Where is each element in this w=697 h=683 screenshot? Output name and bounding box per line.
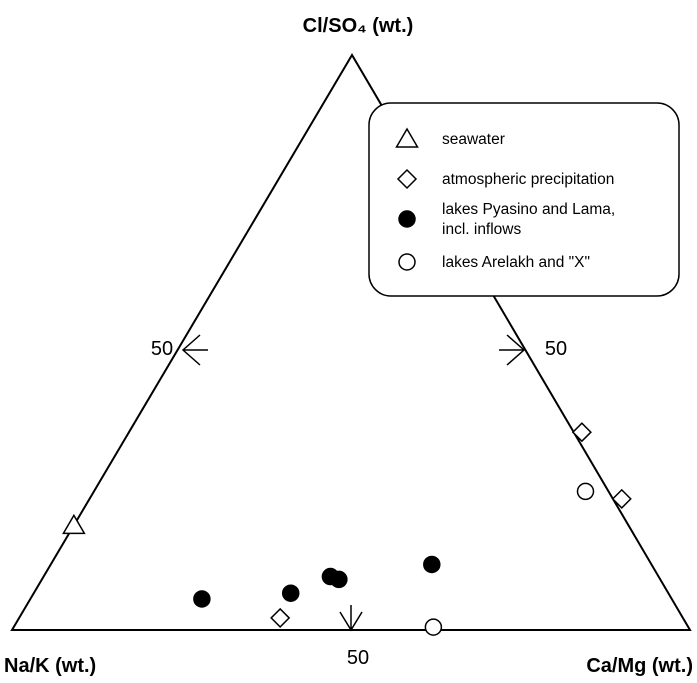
- legend-entry-3: lakes Arelakh and "X": [398, 253, 590, 271]
- legend-marker-circle-filled: [398, 210, 416, 228]
- legend-marker-diamond-open: [396, 168, 418, 190]
- legend-entries: seawater atmospheric precipitation lakes P…: [395, 127, 615, 271]
- data-point-circle-filled-3: [330, 570, 348, 589]
- tick-mark-right: [499, 334, 526, 366]
- data-point-circle-open-1: [424, 618, 443, 636]
- legend-label: lakes Pyasino and Lama,: [442, 201, 615, 218]
- tick-label-left: 50: [151, 338, 173, 360]
- data-point-circle-filled-1: [281, 584, 300, 602]
- data-point-diamond-open-1: [571, 422, 592, 443]
- data-point-circle-filled-0: [193, 590, 211, 608]
- tick-bottom: 50: [339, 605, 369, 669]
- data-point-circle-open-0: [576, 482, 595, 501]
- tick-mark-bottom: [339, 605, 363, 632]
- legend-label: seawater: [442, 131, 505, 148]
- vertex-label-bottom-left: Na/K (wt.): [4, 655, 96, 677]
- vertex-label-top-text: Cl/SO₄ (wt.): [303, 15, 414, 37]
- tick-label-bottom: 50: [347, 647, 369, 669]
- legend-entry-2: lakes Pyasino and Lama, incl. inflows: [398, 201, 615, 238]
- series-2: [193, 555, 441, 608]
- series-0: [62, 513, 86, 535]
- tick-left: 50: [151, 334, 208, 366]
- legend-entry-1: atmospheric precipitation: [396, 168, 614, 190]
- vertex-label-top: Cl/SO₄ (wt.): [303, 15, 414, 37]
- data-point-diamond-open-0: [270, 607, 291, 628]
- series-1: [270, 422, 632, 628]
- vertex-label-bottom-right: Ca/Mg (wt.): [586, 655, 693, 677]
- data-points: [62, 422, 632, 636]
- legend-label: lakes Arelakh and "X": [442, 254, 590, 271]
- data-point-triangle-open-0: [62, 513, 86, 535]
- legend-marker-triangle-open: [395, 127, 419, 148]
- data-point-circle-filled-4: [423, 555, 441, 574]
- tick-right: 50: [499, 334, 567, 366]
- legend-label: incl. inflows: [442, 221, 521, 238]
- tick-mark-left: [181, 334, 208, 366]
- legend-box: [368, 102, 680, 297]
- legend-marker-circle-open: [398, 253, 416, 271]
- legend: seawater atmospheric precipitation lakes P…: [368, 102, 680, 297]
- legend-entry-0: seawater: [395, 127, 505, 148]
- legend-label: atmospheric precipitation: [442, 171, 614, 188]
- series-3: [424, 482, 595, 636]
- tick-label-right: 50: [545, 338, 567, 360]
- data-point-diamond-open-2: [611, 488, 632, 509]
